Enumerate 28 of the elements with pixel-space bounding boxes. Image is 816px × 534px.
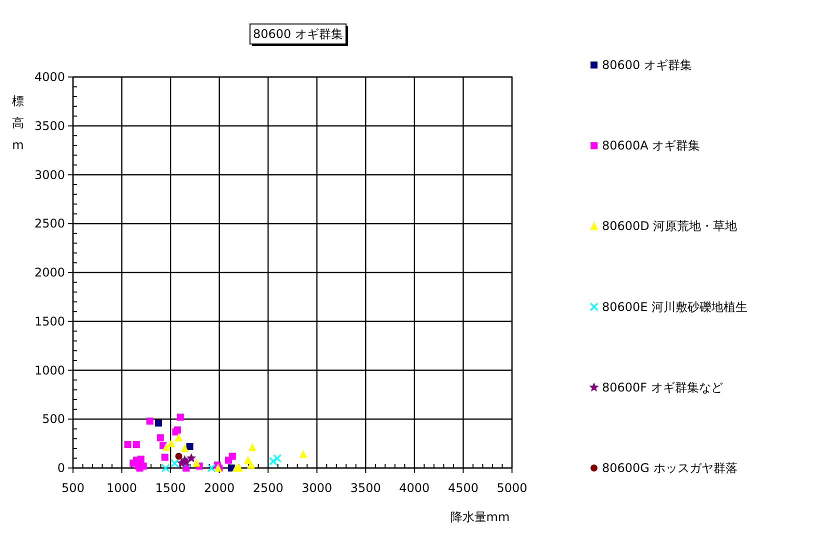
y-tick-label: 2500 [34, 216, 65, 231]
x-tick-label: 1000 [106, 481, 138, 495]
legend-label: 80600F オギ群集など [602, 380, 723, 394]
legend-label: 80600D 河原荒地・草地 [602, 219, 738, 234]
y-axis-title: 標高m [12, 94, 24, 152]
y-tick-label: 3000 [34, 168, 65, 182]
legend-label: 80600 オギ群集 [602, 58, 692, 72]
chart-title: 80600 オギ群集 [253, 27, 343, 41]
y-tick-label: 4000 [34, 70, 65, 84]
y-tick-label: 500 [42, 412, 65, 426]
x-tick-label: 2000 [204, 481, 235, 495]
x-tick-label: 1500 [155, 481, 186, 495]
x-tick-label: 3500 [350, 481, 381, 495]
legend-label: 80600A オギ群集 [602, 138, 700, 153]
y-tick-label: 3500 [34, 118, 65, 133]
x-tick-label: 3000 [302, 481, 332, 495]
x-tick-label: 2500 [252, 481, 284, 495]
y-tick-label: 1000 [34, 363, 65, 378]
y-tick-label: 1500 [34, 314, 65, 328]
y-tick-label: 2000 [34, 266, 65, 280]
x-tick-label: 4000 [399, 481, 430, 495]
legend-label: 80600G ホッスガヤ群落 [602, 461, 738, 475]
y-tick-label: 0 [57, 461, 65, 475]
x-tick-label: 500 [62, 481, 84, 495]
x-tick-label: 5000 [496, 481, 528, 495]
x-axis-title: 降水量mm [450, 510, 510, 524]
x-tick-label: 4500 [448, 481, 478, 495]
legend-label: 80600E 河川敷砂礫地植生 [602, 300, 748, 314]
